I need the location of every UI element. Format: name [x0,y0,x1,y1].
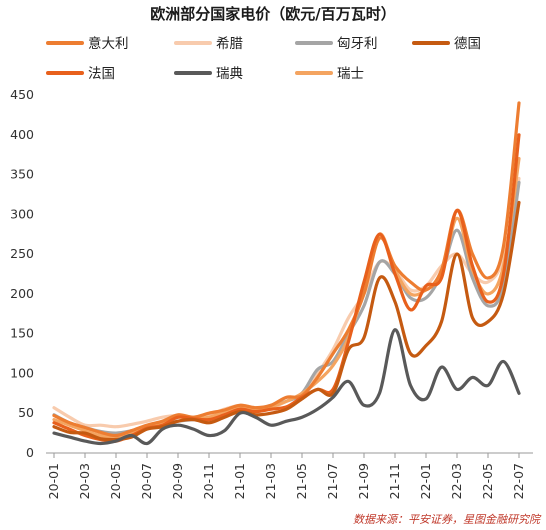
series-line-0 [52,101,521,438]
y-tick-label: 450 [10,87,34,102]
x-tick-label: 22-03 [449,463,464,499]
y-tick-label: 150 [10,326,34,341]
x-tick-label: 21-07 [325,463,340,499]
legend-label: 匈牙利 [337,36,378,52]
chart-title: 欧洲部分国家电价（欧元/百万瓦时） [150,5,395,23]
y-tick-label: 350 [10,167,34,182]
x-tick-label: 20-11 [201,463,216,499]
legend-label: 意大利 [88,35,129,52]
y-axis: 0 50 100 150 200 250 300 350 400 450 [10,87,34,460]
x-tick-label: 21-09 [356,463,371,499]
x-axis: 20-01 20-03 20-05 20-07 20-09 20-11 21-01 21-03… [46,452,533,499]
x-tick-label: 21-01 [232,463,247,499]
x-tick-label: 20-03 [77,463,92,499]
source-note: 数据来源：平安证券，星图金融研究院 [353,513,542,526]
legend-label: 瑞士 [337,66,364,82]
x-tick-label: 21-11 [387,463,402,499]
y-tick-label: 0 [26,445,34,460]
plot-area [52,101,521,446]
y-tick-label: 100 [10,365,34,380]
x-tick-label: 20-05 [108,463,123,499]
x-tick-label: 20-09 [170,463,185,499]
series-line-5 [52,328,521,446]
x-tick-label: 22-01 [418,463,433,499]
y-tick-label: 200 [10,286,34,301]
series-line-6 [52,157,521,439]
legend-label: 希腊 [216,36,243,52]
x-tick-label: 21-03 [263,463,278,499]
x-tick-label: 20-01 [46,463,61,499]
y-tick-label: 300 [10,206,34,221]
legend-label: 瑞典 [216,66,243,82]
series-line-2 [52,180,521,435]
series-line-1 [52,176,521,429]
y-tick-label: 400 [10,127,34,142]
x-tick-label: 20-07 [139,463,154,499]
y-tick-label: 250 [10,246,34,261]
x-tick-label: 22-05 [480,463,495,499]
y-tick-label: 50 [18,405,34,420]
x-tick-label: 22-07 [511,463,526,499]
legend-label: 德国 [454,36,481,52]
x-tick-label: 21-05 [294,463,309,499]
legend-label: 法国 [88,66,115,82]
